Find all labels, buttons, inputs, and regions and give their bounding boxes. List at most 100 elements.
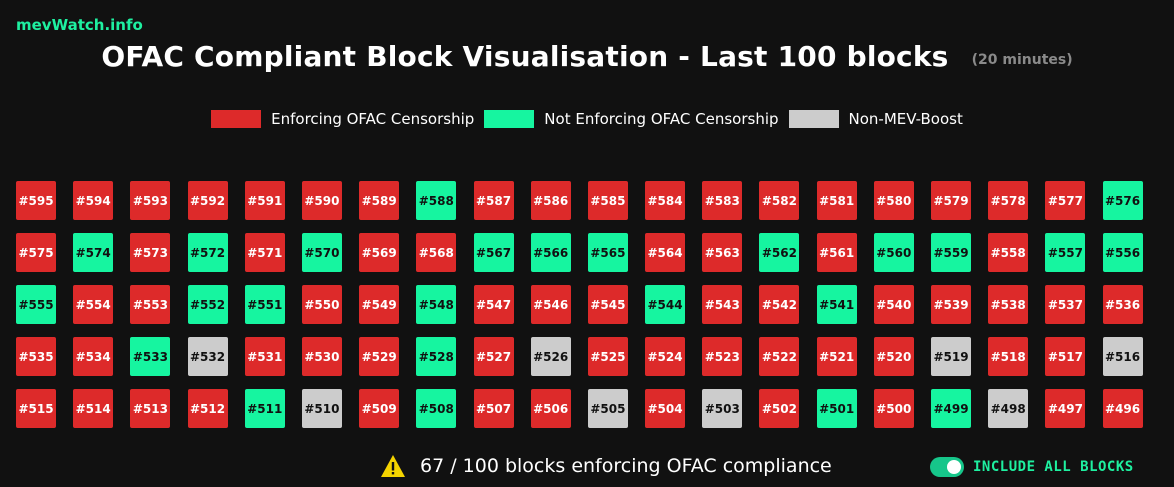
block-582[interactable]: #582 xyxy=(759,181,800,220)
block-573[interactable]: #573 xyxy=(130,233,171,272)
block-569[interactable]: #569 xyxy=(359,233,400,272)
toggle-switch[interactable] xyxy=(930,457,964,477)
block-530[interactable]: #530 xyxy=(301,337,342,376)
block-595[interactable]: #595 xyxy=(16,181,56,220)
block-515[interactable]: #515 xyxy=(16,389,56,428)
block-501[interactable]: #501 xyxy=(816,389,857,428)
block-513[interactable]: #513 xyxy=(130,389,171,428)
block-551[interactable]: #551 xyxy=(244,285,285,324)
block-500[interactable]: #500 xyxy=(873,389,914,428)
block-506[interactable]: #506 xyxy=(530,389,571,428)
include-all-blocks-toggle[interactable]: INCLUDE ALL BLOCKS xyxy=(930,457,1134,477)
block-552[interactable]: #552 xyxy=(187,285,228,324)
block-502[interactable]: #502 xyxy=(759,389,800,428)
block-514[interactable]: #514 xyxy=(73,389,114,428)
block-536[interactable]: #536 xyxy=(1102,285,1143,324)
block-554[interactable]: #554 xyxy=(73,285,114,324)
block-535[interactable]: #535 xyxy=(16,337,56,376)
block-518[interactable]: #518 xyxy=(988,337,1029,376)
block-579[interactable]: #579 xyxy=(931,181,971,220)
block-526[interactable]: #526 xyxy=(530,337,571,376)
block-527[interactable]: #527 xyxy=(473,337,514,376)
block-557[interactable]: #557 xyxy=(1045,233,1086,272)
block-568[interactable]: #568 xyxy=(416,233,457,272)
block-564[interactable]: #564 xyxy=(645,233,686,272)
block-562[interactable]: #562 xyxy=(759,233,800,272)
block-591[interactable]: #591 xyxy=(244,181,285,220)
block-593[interactable]: #593 xyxy=(130,181,171,220)
block-531[interactable]: #531 xyxy=(244,337,285,376)
block-498[interactable]: #498 xyxy=(988,389,1029,428)
block-566[interactable]: #566 xyxy=(530,233,571,272)
block-567[interactable]: #567 xyxy=(473,233,514,272)
block-532[interactable]: #532 xyxy=(187,337,228,376)
block-555[interactable]: #555 xyxy=(16,285,56,324)
block-563[interactable]: #563 xyxy=(702,233,743,272)
block-587[interactable]: #587 xyxy=(473,181,514,220)
block-542[interactable]: #542 xyxy=(759,285,800,324)
block-539[interactable]: #539 xyxy=(931,285,971,324)
brand-link[interactable]: mevWatch.info xyxy=(16,16,143,34)
block-511[interactable]: #511 xyxy=(244,389,285,428)
block-570[interactable]: #570 xyxy=(301,233,342,272)
block-577[interactable]: #577 xyxy=(1045,181,1086,220)
block-585[interactable]: #585 xyxy=(587,181,628,220)
block-561[interactable]: #561 xyxy=(816,233,857,272)
block-504[interactable]: #504 xyxy=(645,389,686,428)
block-519[interactable]: #519 xyxy=(931,337,971,376)
block-558[interactable]: #558 xyxy=(988,233,1029,272)
block-574[interactable]: #574 xyxy=(73,233,114,272)
block-575[interactable]: #575 xyxy=(16,233,56,272)
block-508[interactable]: #508 xyxy=(416,389,457,428)
block-560[interactable]: #560 xyxy=(873,233,914,272)
block-584[interactable]: #584 xyxy=(645,181,686,220)
block-589[interactable]: #589 xyxy=(359,181,400,220)
block-553[interactable]: #553 xyxy=(130,285,171,324)
block-592[interactable]: #592 xyxy=(187,181,228,220)
block-547[interactable]: #547 xyxy=(473,285,514,324)
block-541[interactable]: #541 xyxy=(816,285,857,324)
block-529[interactable]: #529 xyxy=(359,337,400,376)
block-537[interactable]: #537 xyxy=(1045,285,1086,324)
block-497[interactable]: #497 xyxy=(1045,389,1086,428)
block-516[interactable]: #516 xyxy=(1102,337,1143,376)
block-576[interactable]: #576 xyxy=(1102,181,1143,220)
block-540[interactable]: #540 xyxy=(873,285,914,324)
block-583[interactable]: #583 xyxy=(702,181,743,220)
block-507[interactable]: #507 xyxy=(473,389,514,428)
block-496[interactable]: #496 xyxy=(1102,389,1143,428)
block-586[interactable]: #586 xyxy=(530,181,571,220)
block-521[interactable]: #521 xyxy=(816,337,857,376)
block-546[interactable]: #546 xyxy=(530,285,571,324)
block-522[interactable]: #522 xyxy=(759,337,800,376)
block-578[interactable]: #578 xyxy=(988,181,1029,220)
block-525[interactable]: #525 xyxy=(587,337,628,376)
block-512[interactable]: #512 xyxy=(187,389,228,428)
block-505[interactable]: #505 xyxy=(587,389,628,428)
block-499[interactable]: #499 xyxy=(931,389,971,428)
block-503[interactable]: #503 xyxy=(702,389,743,428)
block-509[interactable]: #509 xyxy=(359,389,400,428)
block-590[interactable]: #590 xyxy=(301,181,342,220)
block-549[interactable]: #549 xyxy=(359,285,400,324)
block-571[interactable]: #571 xyxy=(244,233,285,272)
block-594[interactable]: #594 xyxy=(73,181,114,220)
block-543[interactable]: #543 xyxy=(702,285,743,324)
block-550[interactable]: #550 xyxy=(301,285,342,324)
block-510[interactable]: #510 xyxy=(301,389,342,428)
block-538[interactable]: #538 xyxy=(988,285,1029,324)
block-588[interactable]: #588 xyxy=(416,181,457,220)
block-520[interactable]: #520 xyxy=(873,337,914,376)
block-533[interactable]: #533 xyxy=(130,337,171,376)
block-544[interactable]: #544 xyxy=(645,285,686,324)
block-548[interactable]: #548 xyxy=(416,285,457,324)
block-565[interactable]: #565 xyxy=(587,233,628,272)
block-545[interactable]: #545 xyxy=(587,285,628,324)
block-523[interactable]: #523 xyxy=(702,337,743,376)
block-581[interactable]: #581 xyxy=(816,181,857,220)
block-528[interactable]: #528 xyxy=(416,337,457,376)
block-556[interactable]: #556 xyxy=(1102,233,1143,272)
block-534[interactable]: #534 xyxy=(73,337,114,376)
block-559[interactable]: #559 xyxy=(931,233,971,272)
block-524[interactable]: #524 xyxy=(645,337,686,376)
